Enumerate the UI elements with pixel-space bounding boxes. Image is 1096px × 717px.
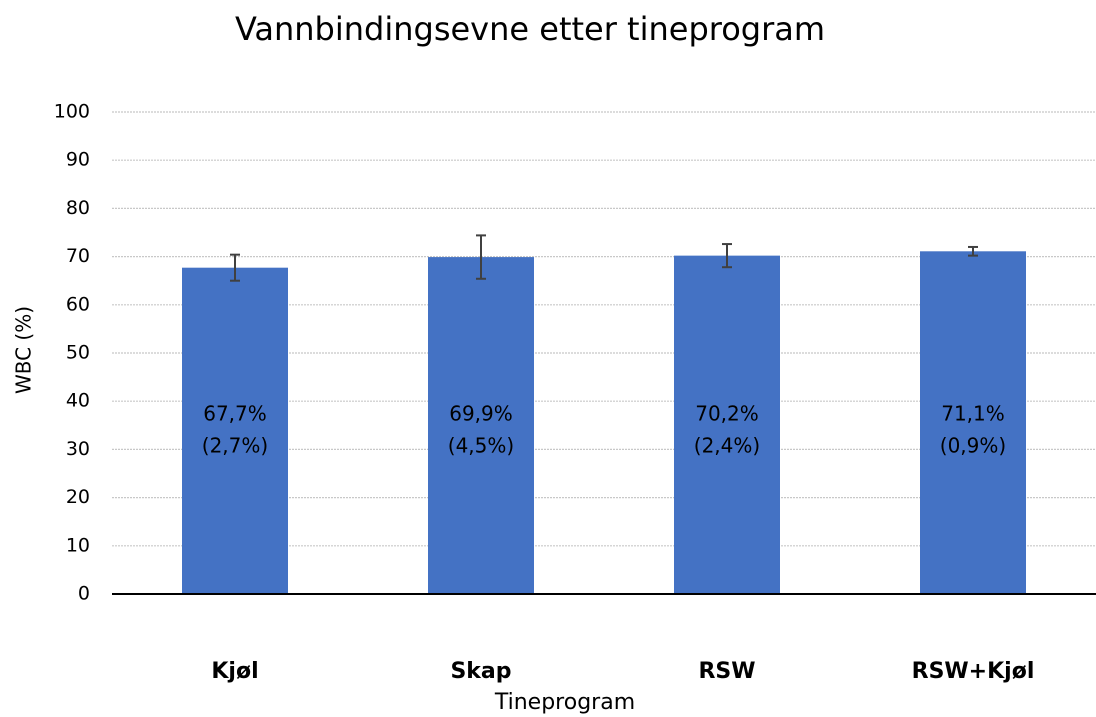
chart-title: Vannbindingsevne etter tineprogram	[235, 10, 825, 48]
error-label: (4,5%)	[448, 434, 514, 458]
y-tick-label: 100	[54, 101, 90, 123]
bar	[182, 267, 288, 594]
value-label: 69,9%	[449, 402, 513, 426]
y-tick-label: 70	[66, 245, 90, 267]
value-label: 70,2%	[695, 402, 759, 426]
error-label: (0,9%)	[940, 434, 1006, 458]
y-axis-title: WBC (%)	[12, 306, 36, 394]
value-label: 67,7%	[203, 402, 267, 426]
error-bar	[476, 234, 486, 280]
y-tick-label: 30	[66, 438, 90, 460]
error-bar	[722, 243, 732, 269]
y-tick-label: 90	[66, 149, 90, 171]
error-bar	[230, 253, 240, 282]
y-tick-label: 10	[66, 534, 90, 556]
x-tick-label: Skap	[450, 659, 511, 684]
y-tick-label: 80	[66, 197, 90, 219]
y-tick-label: 60	[66, 293, 90, 315]
y-tick-label: 40	[66, 390, 90, 412]
y-tick-label: 0	[78, 583, 90, 605]
error-label: (2,7%)	[202, 434, 268, 458]
error-bar	[968, 245, 978, 257]
x-tick-label: RSW+Kjøl	[912, 659, 1035, 684]
y-tick-label: 50	[66, 342, 90, 364]
bar	[920, 251, 1026, 594]
error-label: (2,4%)	[694, 434, 760, 458]
y-tick-label: 20	[66, 486, 90, 508]
bar	[428, 257, 534, 594]
x-axis-title: Tineprogram	[494, 690, 635, 715]
value-label: 71,1%	[941, 402, 1005, 426]
x-tick-label: RSW	[698, 659, 755, 684]
bar	[674, 255, 780, 595]
x-tick-label: Kjøl	[211, 659, 258, 684]
